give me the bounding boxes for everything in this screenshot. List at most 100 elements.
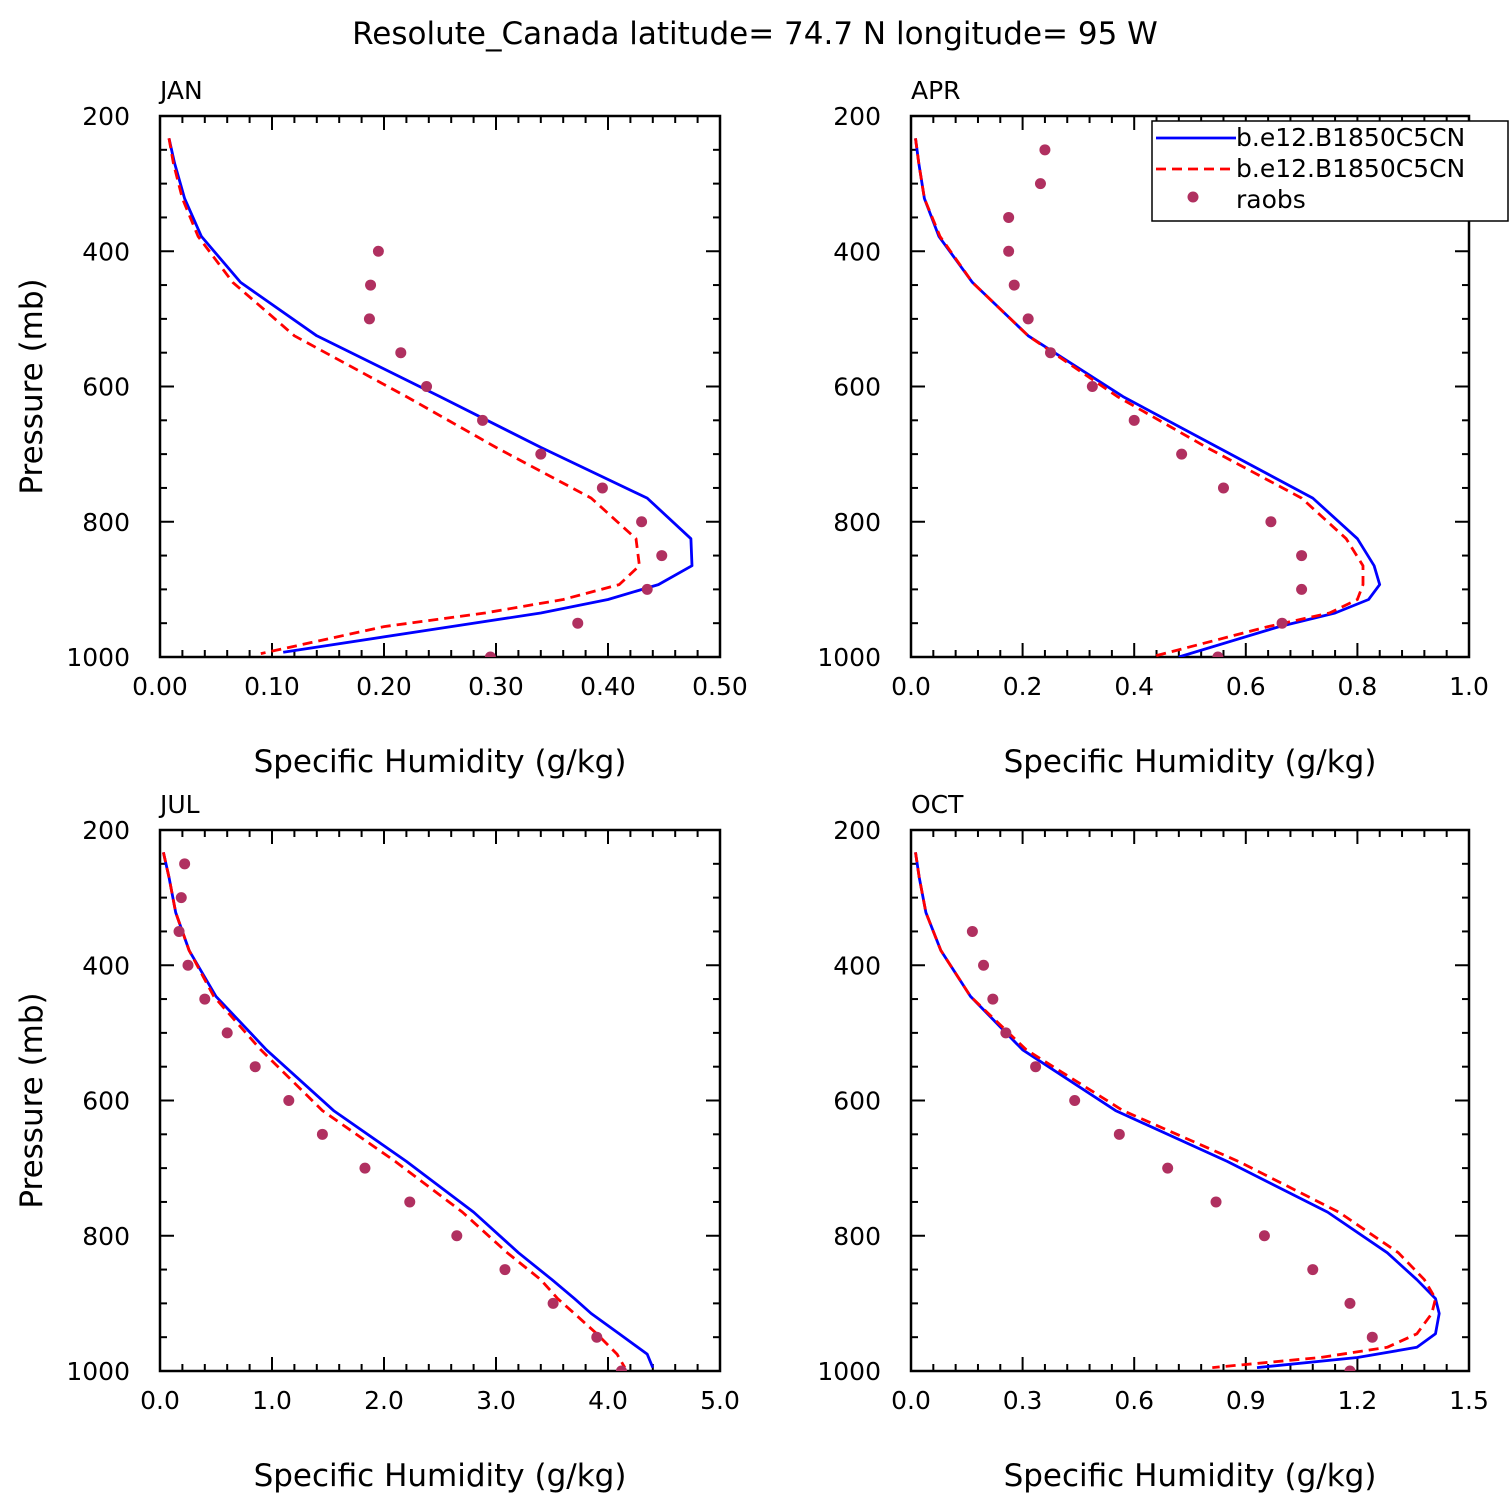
panel-label: OCT	[911, 790, 964, 819]
model2-line	[167, 138, 641, 655]
y-tick-label: 1000	[66, 643, 130, 672]
plot-area	[162, 851, 655, 1371]
x-tick-label: 0.0	[140, 1386, 180, 1415]
raobs-point	[978, 959, 990, 971]
y-tick-label: 200	[833, 102, 881, 131]
model2-line	[914, 852, 1437, 1369]
plot-area	[167, 137, 694, 657]
x-tick-label: 0.50	[692, 672, 748, 701]
raobs-point	[404, 1196, 416, 1208]
y-axis-label: Pressure (mb)	[14, 278, 50, 494]
raobs-point	[656, 550, 668, 562]
panel-jan: JAN 0.00 0.10 0.20 0.30 0.40 0.50 200 400 600 800 1…	[14, 76, 748, 780]
y-tick-label: 1000	[817, 643, 881, 672]
panel-jul: JUL 0.0 1.0 2.0 3.0 4.0 5.0 200 400 600 800 1000 Spe…	[14, 790, 740, 1494]
raobs-point	[596, 482, 608, 494]
raobs-point	[1296, 550, 1308, 562]
x-tick-label: 0.4	[1114, 672, 1154, 701]
y-tick-label: 1000	[817, 1357, 881, 1386]
x-tick-label: 0.9	[1226, 1386, 1266, 1415]
x-tick-label: 0.30	[468, 672, 524, 701]
x-tick-label: 0.0	[891, 672, 931, 701]
y-tick-label: 800	[833, 1222, 881, 1251]
x-tick-label: 1.2	[1338, 1386, 1378, 1415]
raobs-point	[1176, 448, 1188, 460]
x-tick-label: 0.3	[1003, 1386, 1043, 1415]
raobs-point	[182, 959, 194, 971]
raobs-point	[365, 279, 377, 291]
model1-line	[914, 852, 1441, 1369]
panel-apr: APR 0.0 0.2 0.4 0.6 0.8 1.0 200 400 600 800 1000 Spe…	[817, 76, 1489, 780]
y-tick-label: 600	[833, 1087, 881, 1116]
raobs-point	[179, 858, 191, 870]
raobs-point	[1086, 381, 1098, 392]
raobs-point	[1022, 313, 1034, 325]
raobs-point	[199, 993, 211, 1005]
raobs-point	[1212, 651, 1224, 657]
y-tick-label: 1000	[66, 1357, 130, 1386]
x-tick-label: 0.0	[891, 1386, 931, 1415]
raobs-point	[484, 651, 496, 657]
x-tick-label: 0.8	[1338, 672, 1378, 701]
raobs-point	[1003, 245, 1015, 257]
y-tick-label: 600	[82, 373, 130, 402]
x-axis-label: Specific Humidity (g/kg)	[254, 1458, 627, 1494]
y-tick-label: 400	[82, 951, 130, 980]
raobs-point	[1265, 516, 1277, 528]
y-tick-label: 200	[833, 816, 881, 845]
raobs-point	[363, 313, 375, 325]
x-tick-label: 0.00	[132, 672, 188, 701]
raobs-point	[1069, 1095, 1081, 1106]
model1-line	[162, 851, 655, 1369]
raobs-point	[987, 993, 999, 1005]
model2-line	[162, 851, 627, 1369]
y-axis-label: Pressure (mb)	[14, 992, 50, 1208]
raobs-point	[421, 381, 433, 392]
raobs-point	[1344, 1297, 1356, 1309]
raobs-point	[1039, 144, 1051, 156]
x-axis-label: Specific Humidity (g/kg)	[1004, 1458, 1377, 1494]
raobs-point	[395, 347, 407, 359]
raobs-point	[1366, 1331, 1378, 1343]
x-tick-label: 0.2	[1003, 672, 1043, 701]
raobs-point	[1276, 617, 1288, 629]
raobs-point	[1000, 1027, 1012, 1039]
raobs-point	[1296, 583, 1308, 595]
panel-label: JAN	[158, 76, 203, 105]
raobs-point	[316, 1128, 328, 1140]
legend-entry-label: b.e12.B1850C5CN	[1236, 123, 1465, 152]
y-tick-label: 800	[833, 508, 881, 537]
raobs-point	[372, 245, 384, 257]
raobs-point	[1008, 279, 1020, 291]
raobs-point	[1034, 178, 1046, 190]
raobs-point	[283, 1095, 295, 1106]
x-tick-label: 1.0	[1449, 672, 1489, 701]
raobs-point	[1210, 1196, 1222, 1208]
raobs-point	[1003, 211, 1015, 223]
x-tick-label: 1.0	[252, 1386, 292, 1415]
y-tick-label: 400	[82, 237, 130, 266]
panels: JAN 0.00 0.10 0.20 0.30 0.40 0.50 200 400 600 800 1…	[14, 76, 1489, 1494]
raobs-point	[591, 1331, 603, 1343]
x-tick-label: 0.6	[1114, 1386, 1154, 1415]
plot-frame	[158, 828, 722, 1373]
raobs-point	[359, 1162, 371, 1174]
x-tick-label: 1.5	[1449, 1386, 1489, 1415]
x-tick-label: 5.0	[700, 1386, 740, 1415]
legend-entry-label: raobs	[1236, 185, 1306, 214]
panel-label: JUL	[158, 790, 200, 819]
raobs-point	[477, 414, 489, 426]
raobs-point	[535, 448, 547, 460]
model1-line	[167, 137, 694, 654]
raobs-point	[451, 1230, 463, 1242]
raobs-point	[1307, 1264, 1319, 1276]
raobs-point	[1217, 482, 1229, 494]
y-tick-label: 600	[82, 1087, 130, 1116]
y-tick-label: 600	[833, 373, 881, 402]
raobs-point	[966, 925, 978, 937]
plot-area	[914, 138, 1382, 657]
y-tick-label: 800	[82, 1222, 130, 1251]
raobs-point	[1030, 1061, 1042, 1073]
raobs-point	[175, 892, 187, 904]
